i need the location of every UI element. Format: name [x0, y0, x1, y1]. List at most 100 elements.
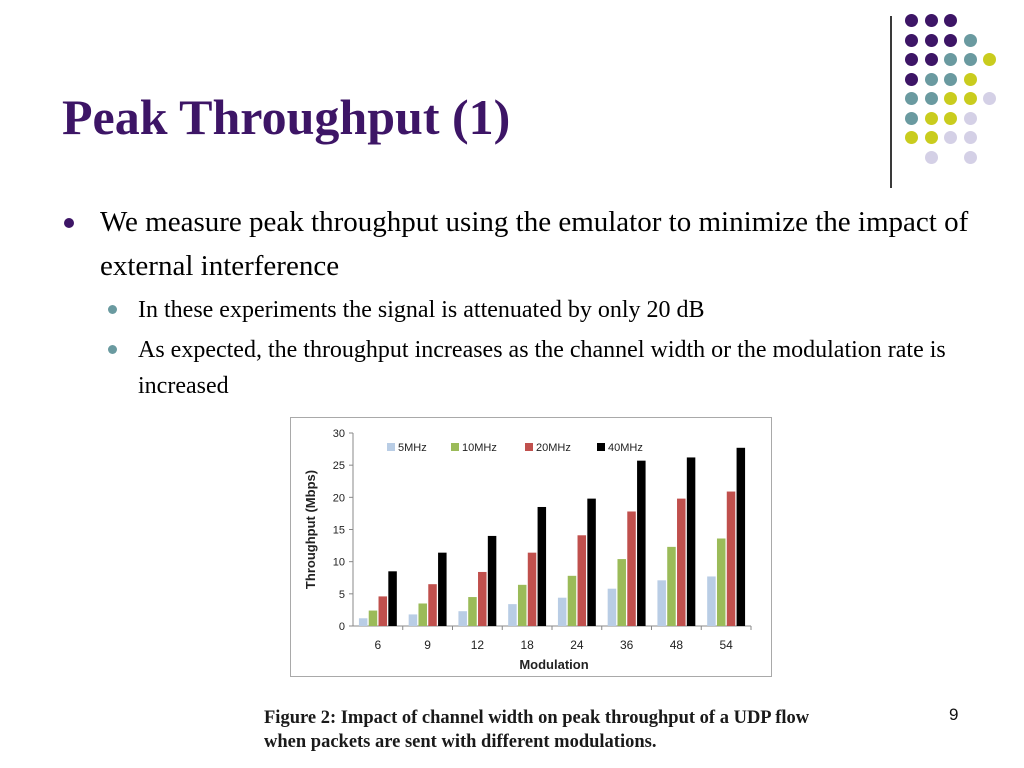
dot-purple-icon — [944, 14, 957, 27]
dot-lavender-icon — [963, 150, 977, 164]
bar-5mhz — [607, 588, 617, 626]
dot-teal-icon — [963, 33, 977, 47]
bar-5mhz — [657, 580, 666, 626]
bullet-dot-icon — [64, 218, 74, 228]
dot-yellow-icon — [905, 131, 918, 144]
dot-purple-icon — [905, 53, 918, 66]
bar-10mhz — [617, 559, 626, 626]
page-number: 9 — [949, 705, 959, 724]
decorative-dot-grid — [905, 14, 1015, 164]
bar-40mhz — [637, 460, 646, 626]
dot-teal-icon — [963, 53, 977, 66]
y-axis-label: Throughput (Mbps) — [303, 470, 318, 589]
bar-10mhz — [567, 575, 577, 626]
y-tick-label: 0 — [339, 621, 345, 633]
x-tick-label: 12 — [471, 638, 485, 652]
dot-lavender-icon — [924, 150, 938, 164]
dot-yellow-icon — [944, 92, 957, 105]
figure-caption: Figure 2: Impact of channel width on pea… — [264, 708, 810, 752]
x-tick-label: 6 — [375, 638, 382, 652]
sub-bullet-text: As expected, the throughput increases as… — [138, 337, 946, 399]
bar-40mhz — [487, 535, 497, 626]
dot-lavender-icon — [983, 92, 996, 105]
x-tick-label: 48 — [670, 638, 684, 652]
bar-20mhz — [726, 491, 736, 626]
y-tick-label: 5 — [339, 589, 345, 601]
bar-10mhz — [716, 538, 726, 626]
y-tick-label: 20 — [333, 492, 345, 504]
dot-teal-icon — [924, 92, 938, 105]
bar-10mhz — [667, 546, 676, 626]
dot-yellow-icon — [963, 72, 977, 86]
bar-5mhz — [408, 614, 418, 626]
bar-40mhz — [736, 447, 746, 626]
y-tick-label: 25 — [333, 460, 345, 472]
y-tick-label: 30 — [333, 428, 345, 440]
bullet-item: We measure peak throughput using the emu… — [62, 200, 982, 288]
bullet-list: We measure peak throughput using the emu… — [62, 200, 982, 404]
bar-40mhz — [438, 552, 447, 626]
dot-yellow-icon — [924, 131, 938, 144]
bar-20mhz — [677, 498, 686, 626]
y-tick-label: 10 — [333, 557, 345, 569]
legend-swatch-10mhz — [451, 443, 459, 451]
chart-svg: 0 5 10 15 20 25 30 6 9 12 18 24 36 48 54 Modulation Thro… — [303, 428, 752, 672]
bar-5mhz — [358, 618, 368, 626]
sub-bullet-item: In these experiments the signal is atten… — [100, 292, 982, 328]
legend-swatch-40mhz — [597, 443, 605, 451]
x-tick-label: 9 — [424, 638, 431, 652]
bar-5mhz — [557, 597, 567, 626]
sub-bullet-dot-icon — [108, 305, 117, 314]
legend-label: 40MHz — [608, 442, 643, 454]
legend-label: 10MHz — [462, 442, 497, 454]
throughput-chart: 0 5 10 15 20 25 30 6 9 12 18 24 36 48 54 Modulation Thro… — [290, 417, 772, 677]
bar-40mhz — [587, 498, 596, 626]
sub-bullet-item: As expected, the throughput increases as… — [100, 332, 982, 404]
dot-teal-icon — [944, 53, 957, 66]
legend-label: 5MHz — [398, 442, 427, 454]
dot-teal-icon — [905, 111, 918, 125]
x-tick-label: 24 — [570, 638, 584, 652]
legend-swatch-5mhz — [387, 443, 395, 451]
dot-lavender-icon — [963, 131, 977, 144]
dot-yellow-icon — [944, 111, 957, 125]
bar-10mhz — [418, 603, 427, 626]
bar-20mhz — [378, 596, 388, 626]
dot-lavender-icon — [944, 131, 957, 144]
dot-teal-icon — [944, 72, 957, 86]
bar-40mhz — [686, 457, 696, 626]
bar-20mhz — [527, 552, 537, 626]
bar-20mhz — [478, 571, 487, 626]
y-tick-label: 15 — [333, 525, 345, 537]
x-tick-label: 36 — [620, 638, 634, 652]
bar-40mhz — [537, 506, 547, 626]
x-tick-label: 18 — [520, 638, 534, 652]
bar-10mhz — [368, 610, 378, 626]
legend-swatch-20mhz — [525, 443, 533, 451]
dot-purple-icon — [924, 14, 938, 27]
slide-title: Peak Throughput (1) — [62, 89, 511, 145]
bar-20mhz — [428, 584, 437, 626]
bar-10mhz — [468, 597, 477, 626]
x-axis-label: Modulation — [519, 657, 588, 672]
sub-bullet-dot-icon — [108, 345, 117, 354]
bar-40mhz — [388, 571, 397, 626]
dot-yellow-icon — [963, 92, 977, 105]
dot-purple-icon — [905, 14, 918, 27]
dot-teal-icon — [905, 92, 918, 105]
dot-yellow-icon — [983, 53, 996, 66]
title-divider — [890, 16, 892, 188]
x-tick-label: 54 — [719, 638, 733, 652]
bar-5mhz — [707, 576, 716, 626]
legend-label: 20MHz — [536, 442, 571, 454]
dot-purple-icon — [924, 33, 938, 47]
bar-10mhz — [517, 584, 527, 626]
dot-teal-icon — [924, 72, 938, 86]
dot-purple-icon — [905, 72, 918, 86]
dot-purple-icon — [924, 53, 938, 66]
dot-purple-icon — [944, 33, 957, 47]
dot-lavender-icon — [963, 111, 977, 125]
dot-yellow-icon — [924, 111, 938, 125]
bullet-text: We measure peak throughput using the emu… — [100, 206, 969, 282]
bar-5mhz — [458, 611, 467, 626]
